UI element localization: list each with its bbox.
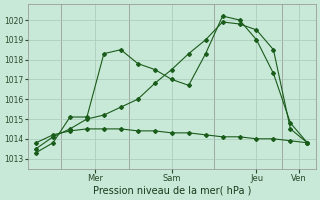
- X-axis label: Pression niveau de la mer( hPa ): Pression niveau de la mer( hPa ): [92, 186, 251, 196]
